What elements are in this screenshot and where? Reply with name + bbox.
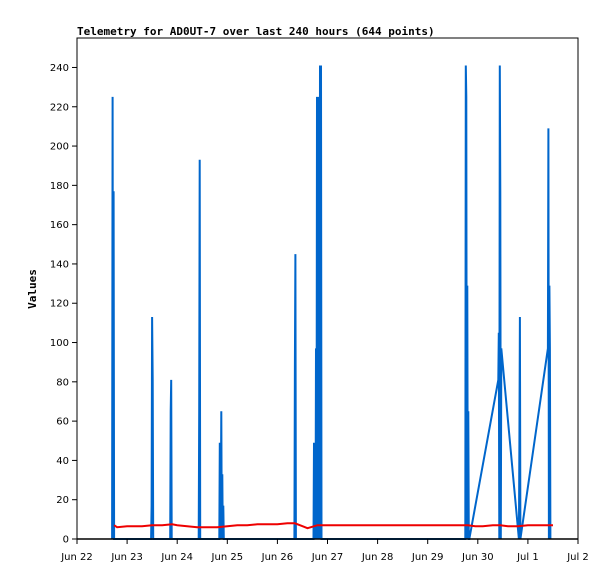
- x-axis: Jun 22 Jun 23 Jun 24 Jun 25 Jun 26 Jun 27 Jun …: [60, 539, 589, 563]
- y-tick-label: 200: [50, 142, 69, 153]
- x-tick-label: Jun 24: [160, 552, 193, 563]
- y-tick-label: 20: [56, 495, 69, 506]
- y-axis-label: Values: [26, 269, 39, 309]
- plot-area: [76, 37, 579, 540]
- x-tick-label: Jul 2: [566, 552, 589, 563]
- y-tick-label: 140: [50, 259, 69, 270]
- x-tick-label: Jun 27: [311, 552, 344, 563]
- x-tick-label: Jun 25: [211, 552, 244, 563]
- y-axis: 0 20 40 60 80 100 120 140 160 180 200 220 240: [50, 63, 77, 546]
- x-tick-label: Jun 26: [261, 552, 294, 563]
- x-tick-label: Jul 1: [516, 552, 539, 563]
- series-line-0: [111, 65, 552, 540]
- y-tick-label: 120: [50, 299, 69, 310]
- y-tick-label: 160: [50, 220, 69, 231]
- y-tick-label: 240: [50, 63, 69, 74]
- series-line-1: [113, 522, 553, 530]
- x-tick-label: Jun 22: [60, 552, 93, 563]
- x-tick-label: Jun 28: [361, 552, 394, 563]
- x-tick-label: Jun 30: [461, 552, 494, 563]
- x-tick-label: Jun 23: [110, 552, 143, 563]
- y-tick-label: 80: [56, 377, 69, 388]
- chart-title: Telemetry for AD0UT-7 over last 240 hour…: [77, 25, 435, 38]
- y-tick-label: 40: [56, 456, 69, 467]
- y-tick-label: 60: [56, 417, 69, 428]
- y-tick-label: 0: [63, 535, 69, 546]
- plot-frame: [76, 37, 579, 540]
- y-tick-label: 180: [50, 181, 69, 192]
- x-tick-label: Jun 29: [411, 552, 444, 563]
- y-tick-label: 220: [50, 102, 69, 113]
- y-tick-label: 100: [50, 338, 69, 349]
